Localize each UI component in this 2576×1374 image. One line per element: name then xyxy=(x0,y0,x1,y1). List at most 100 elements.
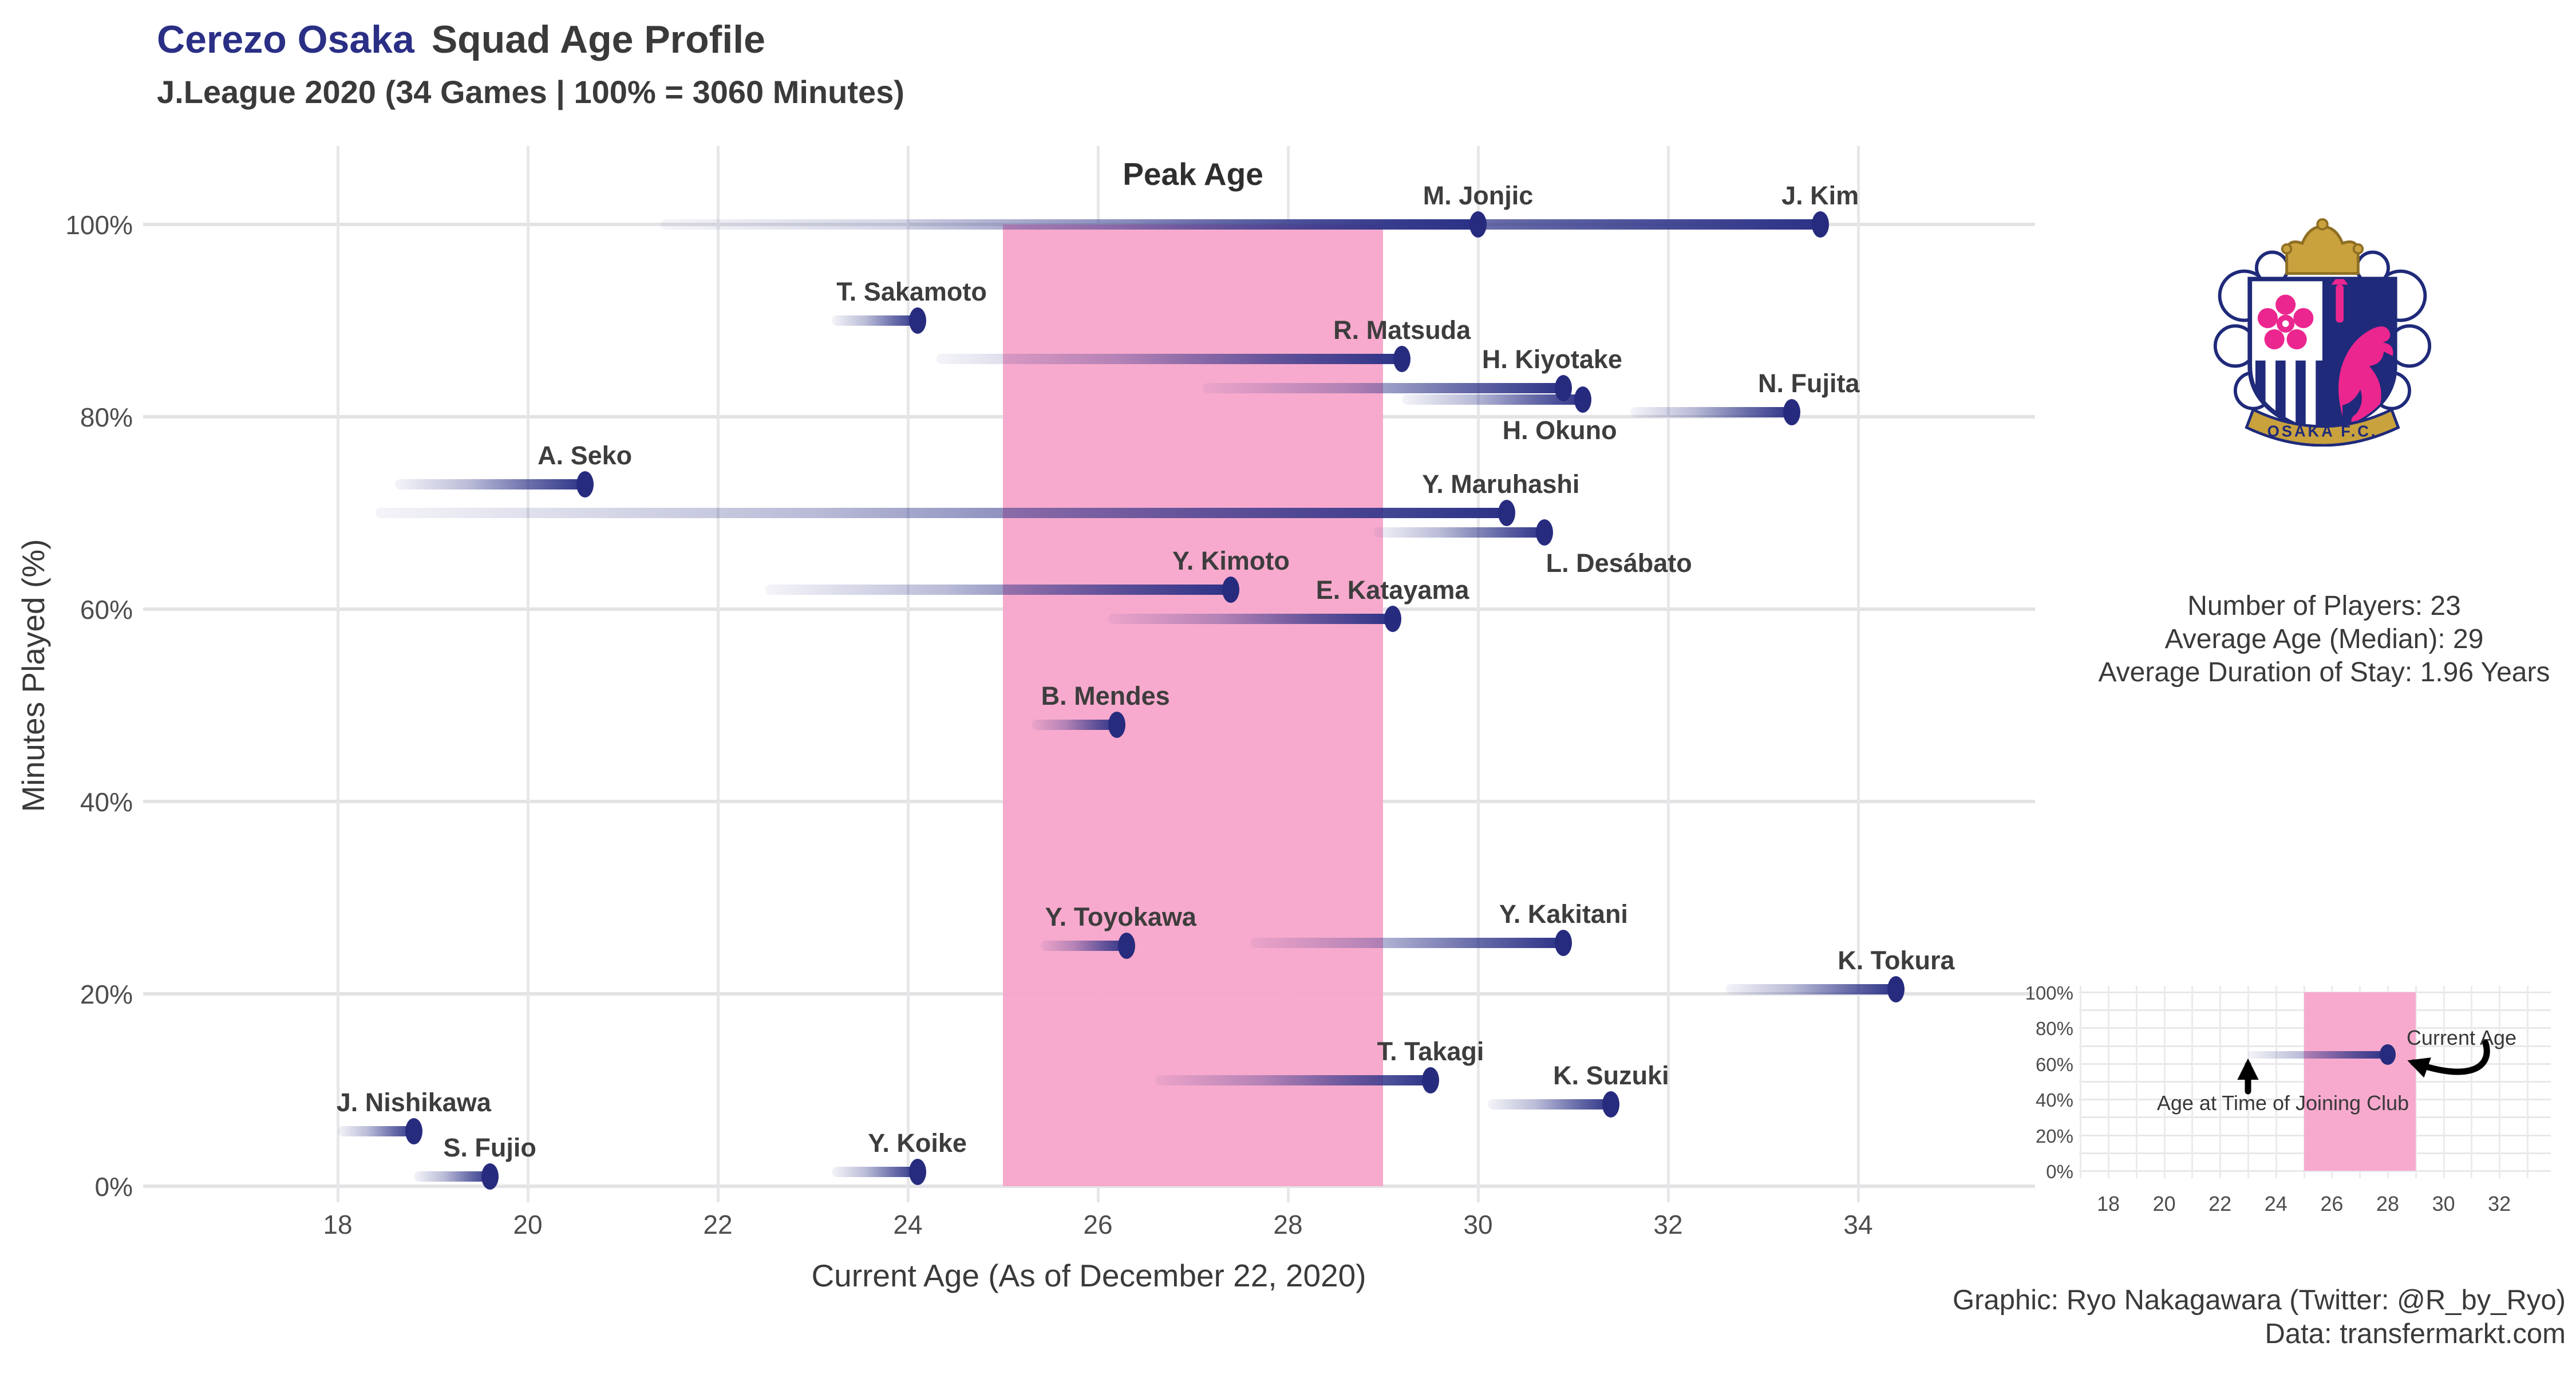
x-gridline xyxy=(717,146,720,1202)
stat-average-age: Average Age (Median): 29 xyxy=(2164,624,2484,654)
inset-y-tick-label: 100% xyxy=(2025,982,2073,1004)
inset-x-gridline xyxy=(2471,986,2473,1178)
crest-crown xyxy=(2281,218,2364,275)
squad-stats-block: Number of Players: 23 Average Age (Media… xyxy=(2072,590,2576,689)
x-gridline xyxy=(337,146,339,1202)
y-tick-label: 20% xyxy=(80,980,133,1009)
player-label: S. Fujio xyxy=(443,1133,536,1163)
chart-subtitle: J.League 2020 (34 Games | 100% = 3060 Mi… xyxy=(157,74,904,110)
inset-x-tick-label: 24 xyxy=(2264,1192,2287,1215)
player-label: N. Fujita xyxy=(1758,368,1860,398)
player-bar xyxy=(832,315,920,326)
x-tick-label: 30 xyxy=(1463,1210,1493,1239)
player-bar xyxy=(394,479,587,489)
player-label: T. Sakamoto xyxy=(836,277,987,306)
player-dot xyxy=(1222,577,1240,603)
player-bar xyxy=(1107,613,1395,624)
inset-example-dot xyxy=(2380,1044,2396,1065)
inset-x-tick-label: 30 xyxy=(2432,1192,2455,1215)
x-axis-title: Current Age (As of December 22, 2020) xyxy=(811,1258,1366,1293)
cerezo-osaka-crest: OSAKA F.C. xyxy=(2213,218,2432,447)
inset-x-gridline xyxy=(2499,986,2501,1178)
player-label: R. Matsuda xyxy=(1333,315,1471,345)
stat-number-of-players: Number of Players: 23 xyxy=(2187,591,2461,621)
inset-x-gridline xyxy=(2080,986,2082,1178)
player-label: Y. Toyokawa xyxy=(1045,902,1196,931)
player-bar xyxy=(765,585,1234,595)
player-dot xyxy=(1887,976,1905,1002)
player-dot xyxy=(576,471,594,498)
inset-x-gridline xyxy=(2163,986,2166,1178)
x-gridline xyxy=(1857,146,1860,1202)
inset-x-gridline xyxy=(2108,986,2109,1178)
inset-y-tick-label: 40% xyxy=(2035,1089,2073,1111)
player-label: L. Desábato xyxy=(1546,548,1692,578)
player-dot xyxy=(1555,929,1573,956)
crest-sakura xyxy=(2257,294,2314,350)
y-tick-label: 0% xyxy=(94,1172,133,1202)
inset-x-gridline xyxy=(2275,986,2277,1178)
inset-x-gridline xyxy=(2247,986,2249,1178)
player-bar xyxy=(1487,1099,1614,1110)
inset-example-bar xyxy=(2248,1051,2388,1059)
inset-x-tick-label: 18 xyxy=(2096,1192,2120,1215)
inset-current-age-label: Current Age xyxy=(2406,1026,2517,1049)
player-bar xyxy=(413,1171,492,1182)
inset-y-tick-label: 20% xyxy=(2035,1125,2073,1147)
inset-x-gridline xyxy=(2415,986,2417,1178)
x-tick-label: 28 xyxy=(1273,1210,1303,1239)
page-title: Cerezo Osaka Squad Age Profile xyxy=(157,17,765,62)
inset-x-tick-label: 20 xyxy=(2152,1192,2176,1215)
player-bar xyxy=(1725,984,1899,994)
player-dot xyxy=(1422,1067,1439,1094)
player-bar xyxy=(908,219,1480,230)
player-dot xyxy=(1393,346,1411,373)
x-tick-label: 18 xyxy=(323,1210,353,1239)
y-tick-label: 100% xyxy=(65,210,133,240)
x-tick-label: 20 xyxy=(513,1210,543,1239)
inset-x-tick-label: 28 xyxy=(2376,1192,2400,1215)
y-gridline xyxy=(143,1185,2035,1188)
player-dot xyxy=(1117,933,1135,959)
player-dot xyxy=(1469,211,1487,238)
player-bar xyxy=(1155,1075,1433,1086)
player-label: K. Suzuki xyxy=(1553,1061,1669,1091)
crest-lion xyxy=(2331,279,2393,429)
x-gridline xyxy=(527,146,530,1202)
player-label: Y. Koike xyxy=(868,1128,967,1158)
player-dot xyxy=(481,1163,499,1190)
player-dot xyxy=(908,307,926,334)
player-bar xyxy=(376,508,1509,518)
inset-x-gridline xyxy=(2219,986,2222,1178)
x-gridline xyxy=(1477,146,1480,1202)
player-label: Y. Maruhashi xyxy=(1422,469,1580,499)
x-tick-label: 32 xyxy=(1653,1210,1683,1239)
x-tick-label: 24 xyxy=(893,1210,923,1239)
peak-age-label: Peak Age xyxy=(1123,156,1263,192)
player-label: Y. Kakitani xyxy=(1499,899,1628,929)
credit-data: Data: transfermarkt.com xyxy=(2265,1318,2566,1349)
y-tick-label: 60% xyxy=(80,595,133,625)
player-bar xyxy=(1402,394,1585,405)
title-rest: Squad Age Profile xyxy=(431,18,765,61)
inset-y-gridline xyxy=(2079,1170,2551,1172)
player-dot xyxy=(1536,519,1554,546)
inset-y-tick-label: 60% xyxy=(2035,1053,2073,1075)
credits-block: Graphic: Ryo Nakagawara (Twitter: @R_by_… xyxy=(1953,1284,2566,1351)
player-dot xyxy=(1602,1091,1620,1118)
player-label: K. Tokura xyxy=(1838,945,1955,975)
crest-shield xyxy=(2247,277,2397,437)
player-label: B. Mendes xyxy=(1041,681,1170,710)
credit-graphic: Graphic: Ryo Nakagawara (Twitter: @R_by_… xyxy=(1953,1285,2566,1316)
player-label: J. Kim xyxy=(1781,181,1859,210)
player-label: M. Jonjic xyxy=(1423,181,1534,210)
player-bar xyxy=(1202,382,1566,393)
player-dot xyxy=(908,1158,926,1185)
inset-peak-age-band xyxy=(2304,992,2416,1171)
crest-banner-text: OSAKA F.C. xyxy=(2267,422,2378,440)
inset-x-gridline xyxy=(2135,986,2138,1178)
inset-x-gridline xyxy=(2191,986,2194,1178)
